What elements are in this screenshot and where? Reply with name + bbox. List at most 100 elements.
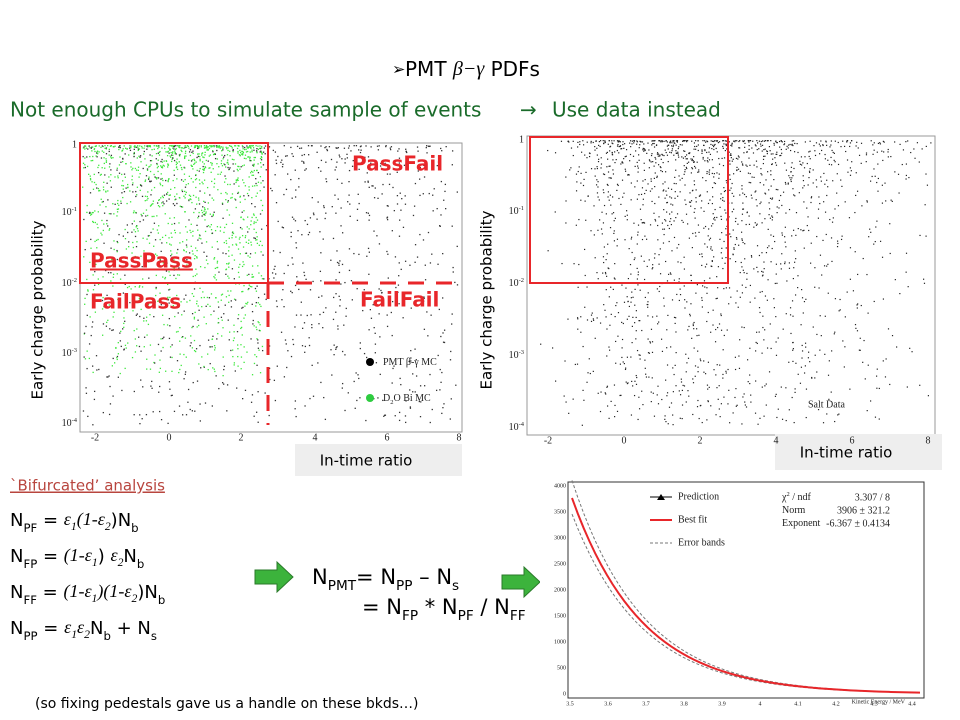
scatter-dot — [609, 349, 611, 351]
scatter-dot — [149, 344, 152, 346]
scatter-dot — [335, 147, 337, 149]
scatter-dot — [828, 398, 830, 400]
scatter-dot — [794, 391, 796, 394]
scatter-dot — [658, 290, 660, 293]
scatter-dot — [666, 392, 669, 394]
scatter-dot — [283, 272, 285, 275]
text-part: / ndf — [790, 492, 812, 503]
scatter-dot — [604, 309, 606, 311]
scatter-dot — [882, 140, 884, 142]
scatter-dot — [623, 158, 625, 160]
scatter-dot — [260, 162, 262, 164]
scatter-dot — [259, 147, 261, 150]
scatter-dot — [657, 385, 659, 387]
scatter-dot — [791, 143, 793, 145]
scatter-dot — [393, 365, 395, 367]
scatter-dot — [673, 373, 675, 376]
scatter-dot — [771, 216, 774, 218]
scatter-dot — [584, 306, 586, 308]
scatter-dot — [651, 377, 653, 379]
scatter-dot — [736, 404, 738, 406]
scatter-dot — [772, 235, 775, 237]
scatter-dot — [90, 212, 92, 214]
scatter-dot — [653, 177, 655, 179]
scatter-dot — [798, 192, 800, 194]
scatter-dot — [146, 368, 148, 370]
text-part: χ — [781, 492, 787, 503]
region-label: FailFail — [360, 288, 439, 312]
scatter-dot — [353, 252, 355, 255]
scatter-dot — [731, 192, 733, 195]
scatter-dot — [673, 182, 675, 185]
scatter-dot — [775, 153, 777, 155]
scatter-dot — [241, 265, 244, 268]
scatter-dot — [113, 248, 115, 251]
scatter-dot — [771, 198, 773, 200]
scatter-dot — [730, 157, 732, 159]
scatter-dot — [580, 172, 582, 174]
scatter-dot — [800, 229, 802, 231]
scatter-dot — [450, 350, 452, 353]
scatter-dot — [905, 271, 907, 273]
scatter-dot — [260, 159, 263, 161]
scatter-dot — [90, 147, 92, 149]
scatter-dot — [405, 400, 407, 402]
scatter-dot — [792, 277, 794, 280]
scatter-dot — [656, 315, 658, 317]
scatter-dot — [432, 210, 434, 212]
scatter-dot — [303, 153, 306, 156]
scatter-dot — [855, 172, 857, 174]
scatter-dot — [766, 150, 768, 152]
scatter-dot — [261, 204, 264, 207]
scatter-dot — [149, 165, 151, 168]
scatter-dot — [437, 161, 440, 163]
scatter-dot — [870, 140, 872, 142]
scatter-dot — [175, 163, 178, 166]
scatter-dot — [730, 236, 732, 238]
scatter-dot — [162, 276, 164, 278]
scatter-dot — [94, 270, 96, 273]
scatter-dot — [241, 211, 243, 213]
scatter-dot — [185, 414, 188, 416]
scatter-dot — [638, 354, 640, 356]
scatter-dot — [249, 158, 251, 160]
scatter-dot — [700, 207, 702, 209]
scatter-dot — [198, 211, 200, 214]
scatter-dot — [376, 145, 379, 147]
scatter-dot — [187, 401, 189, 403]
scatter-dot — [722, 267, 724, 270]
scatter-dot — [170, 394, 173, 397]
x-tick-label: 4 — [313, 432, 318, 443]
scatter-dot — [146, 214, 149, 217]
scatter-dot — [175, 331, 178, 333]
scatter-dot — [248, 284, 250, 286]
scatter-dot — [216, 145, 218, 147]
scatter-dot — [767, 140, 769, 142]
scatter-dot — [211, 197, 213, 199]
scatter-dot — [260, 147, 263, 149]
scatter-dot — [231, 193, 234, 195]
scatter-dot — [248, 287, 250, 290]
scatter-dot — [690, 205, 692, 207]
scatter-dot — [389, 148, 392, 151]
scatter-dot — [201, 211, 204, 214]
scatter-dot — [205, 159, 207, 162]
scatter-dot — [105, 190, 107, 192]
scatter-dot — [846, 140, 849, 142]
scatter-dot — [106, 294, 108, 296]
scatter-dot — [183, 147, 185, 150]
scatter-dot — [252, 147, 255, 149]
scatter-dot — [622, 143, 624, 146]
scatter-dot — [198, 203, 201, 205]
scatter-dot — [711, 186, 714, 189]
scatter-dot — [215, 145, 217, 147]
scatter-dot — [116, 250, 118, 253]
scatter-dot — [203, 169, 205, 171]
scatter-dot — [168, 237, 170, 239]
scatter-dot — [140, 185, 143, 187]
scatter-dot — [428, 145, 430, 148]
scatter-dot — [129, 190, 131, 192]
scatter-dot — [610, 286, 612, 288]
scatter-dot — [809, 150, 811, 152]
y-tick-label: 10-3 — [509, 349, 524, 361]
